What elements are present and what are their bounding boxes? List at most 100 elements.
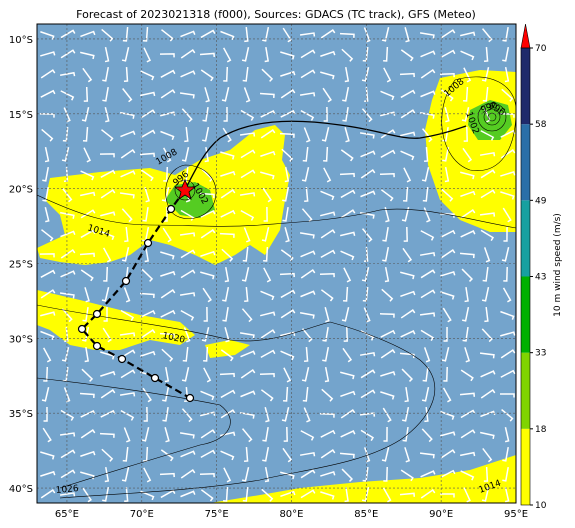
wind-barb	[200, 69, 214, 82]
wind-barb	[59, 211, 75, 219]
wind-barb	[141, 427, 150, 442]
wind-barb	[42, 166, 49, 182]
wind-barb	[462, 306, 470, 322]
wind-barb	[43, 406, 48, 422]
wind-barb	[339, 172, 355, 178]
wind-barb	[463, 67, 472, 83]
wind-barb	[103, 306, 108, 322]
wind-barb	[462, 147, 473, 163]
wind-barbs	[39, 26, 516, 503]
wind-barb	[300, 269, 316, 279]
wind-barb	[239, 412, 255, 419]
wind-barb	[244, 446, 249, 463]
wind-barb	[361, 486, 370, 502]
wind-barb	[379, 313, 395, 318]
wind-barb	[104, 46, 110, 63]
wind-barb	[159, 53, 175, 58]
wind-barb	[381, 27, 390, 42]
colorbar-tick-label: 10	[535, 501, 547, 511]
colorbar-label: 10 m wind speed (m/s)	[553, 213, 563, 317]
wind-barb	[343, 267, 352, 283]
wind-barb	[361, 108, 373, 123]
wind-barb	[384, 266, 390, 283]
wind-barb	[360, 190, 376, 198]
wind-barb	[320, 29, 336, 39]
wind-barb	[99, 432, 115, 438]
map-area: 1008 1014 1020 1026 1014 1008 1002 996 1…	[37, 24, 516, 503]
wind-barb	[323, 146, 329, 162]
wind-barb	[223, 66, 229, 82]
wind-barb	[400, 330, 416, 338]
wind-barb	[160, 489, 176, 499]
wind-barb	[404, 27, 410, 43]
wind-barb	[203, 367, 212, 383]
wind-barb	[261, 227, 270, 242]
wind-barb	[63, 387, 71, 403]
wind-barb	[344, 486, 349, 503]
y-tick-label: 30°S	[9, 334, 33, 345]
wind-barb	[104, 466, 110, 483]
wind-barb	[120, 170, 136, 178]
wind-barb	[504, 66, 510, 83]
wind-barb	[419, 452, 435, 459]
wind-barb	[222, 306, 229, 322]
wind-barb	[244, 26, 249, 43]
wind-barb	[480, 189, 496, 199]
wind-barb	[243, 227, 251, 243]
wind-barb	[340, 430, 356, 438]
wind-barb	[463, 126, 468, 142]
wind-barb	[420, 269, 436, 279]
wind-barb	[242, 66, 249, 82]
wind-barb	[442, 146, 450, 162]
wind-barb	[81, 107, 90, 122]
wind-barb	[360, 389, 376, 399]
wind-barb	[180, 269, 196, 279]
wind-barb	[80, 30, 96, 38]
wind-barb	[241, 467, 250, 482]
wind-barb	[123, 287, 131, 303]
wind-barb	[162, 386, 170, 402]
wind-barb	[40, 470, 56, 477]
wind-barb	[343, 286, 349, 302]
wind-barb	[240, 350, 256, 358]
wind-barb	[139, 292, 155, 298]
wind-barb	[144, 246, 150, 263]
wind-barb	[181, 108, 193, 123]
wind-barb	[424, 146, 429, 163]
wind-barb	[444, 107, 450, 123]
wind-barb	[99, 153, 115, 158]
colorbar-segment	[521, 200, 530, 277]
wind-barb	[500, 310, 515, 320]
wind-barb	[460, 171, 475, 180]
wind-barb	[179, 432, 195, 439]
wind-barb	[241, 428, 253, 443]
wind-barb	[420, 329, 435, 342]
wind-barb	[199, 192, 215, 198]
wind-barb	[140, 169, 154, 182]
wind-barb	[239, 132, 256, 137]
wind-barb	[420, 470, 436, 478]
wind-barb	[260, 329, 276, 339]
wind-barb	[280, 289, 296, 299]
colorbar-tick-label: 18	[535, 425, 547, 435]
wind-barb	[200, 29, 216, 39]
wind-barb	[82, 306, 89, 322]
wind-barb	[200, 390, 215, 401]
isobar	[37, 194, 516, 229]
wind-barb	[140, 329, 156, 339]
wind-barb	[279, 272, 295, 278]
wind-barb	[420, 50, 436, 58]
wind-barb	[164, 366, 170, 383]
y-tick-label: 10°S	[9, 35, 33, 46]
wind-barb	[204, 87, 210, 103]
wind-barb	[221, 248, 234, 262]
wind-barb	[460, 409, 476, 419]
wind-barb	[59, 432, 76, 437]
wind-barb	[224, 327, 230, 343]
wind-barb	[219, 232, 235, 238]
wind-barb	[440, 431, 456, 437]
wind-barb	[382, 487, 392, 503]
wind-barb	[79, 252, 95, 258]
wind-barb	[439, 493, 455, 498]
wind-barb	[403, 167, 412, 183]
